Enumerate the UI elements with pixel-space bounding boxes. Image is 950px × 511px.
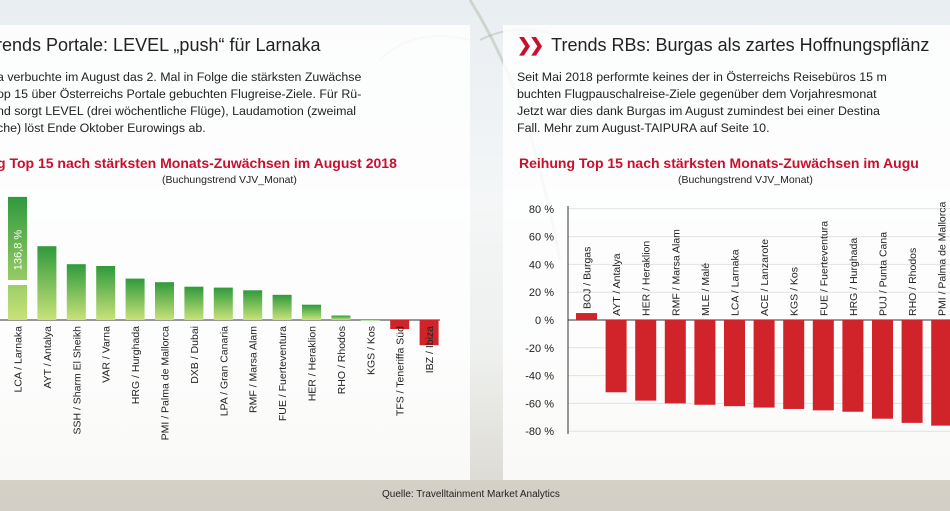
right-panel-body: Seit Mai 2018 performte keines der in Ös… xyxy=(517,69,950,137)
category-label: FUE / Fuerteventura xyxy=(277,326,289,421)
category-label: KGS / Kos xyxy=(789,267,801,316)
bar xyxy=(753,320,775,408)
category-label: IBZ / Ibiza xyxy=(424,326,436,373)
bar xyxy=(360,320,380,321)
category-label: PMI / Palma de Mallorca xyxy=(160,326,172,441)
right-panel-title-text: Trends RBs: Burgas als zartes Hoffnungsp… xyxy=(551,35,930,55)
left-body-line: che) löst Ende Oktober Eurowings ab. xyxy=(0,121,206,135)
right-chart-subtitle: (Buchungstrend VJV_Monat) xyxy=(678,174,813,186)
source-note: Quelle: Travelltainment Market Analytics xyxy=(382,489,560,500)
category-label: SSH / Sharm El Sheikh xyxy=(71,326,83,435)
left-chart-title: g Top 15 nach stärksten Monats-Zuwächsen… xyxy=(0,155,397,171)
category-label: RHO / Rhodos xyxy=(336,326,348,394)
category-label: AYT / Antalya xyxy=(42,326,54,389)
bar xyxy=(635,320,657,401)
category-label: VAR / Varna xyxy=(101,326,113,383)
right-chart-title: Reihung Top 15 nach stärksten Monats-Zuw… xyxy=(519,155,919,171)
y-tick-label: 80 % xyxy=(529,204,554,216)
bar xyxy=(8,196,27,320)
y-tick-label: 60 % xyxy=(529,232,554,244)
left-panel: rends Portale: LEVEL „push“ für Larnaka … xyxy=(0,25,470,480)
category-label: HRG / Hurghada xyxy=(848,238,860,316)
bar xyxy=(419,320,439,346)
y-tick-label: -80 % xyxy=(525,426,554,438)
left-panel-body: a verbuchte im August das 2. Mal in Folg… xyxy=(0,69,467,137)
bar xyxy=(783,320,805,409)
left-body-line: a verbuchte im August das 2. Mal in Folg… xyxy=(0,70,362,84)
category-label: FUE / Fuerteventura xyxy=(818,221,830,316)
bar xyxy=(931,320,950,426)
data-label: 136,8 % xyxy=(13,230,25,271)
category-label: RMF / Marsa Alam xyxy=(670,229,682,316)
bar xyxy=(213,287,233,320)
category-label: DXB / Dubai xyxy=(189,326,201,384)
bar xyxy=(901,320,923,423)
y-tick-label: -60 % xyxy=(525,398,554,410)
category-label: ACE / Lanzarote xyxy=(759,239,771,316)
right-body-line: buchten Flugpauschalreise-Ziele gegenübe… xyxy=(517,87,877,101)
bar xyxy=(576,313,597,320)
category-label: RMF / Marsa Alam xyxy=(248,326,260,413)
bar xyxy=(184,286,204,320)
category-label: LPA / Gran Canaria xyxy=(218,326,230,416)
category-label: PUJ / Punta Cana xyxy=(878,232,890,316)
y-tick-label: 20 % xyxy=(529,287,554,299)
left-body-line: op 15 über Österreichs Portale gebuchten… xyxy=(0,87,362,101)
bar xyxy=(66,264,86,320)
category-label: MLE / Malé xyxy=(700,263,712,316)
double-chevron-icon: ❯❯ xyxy=(517,35,544,55)
category-label: LCA / Larnaka xyxy=(13,326,25,393)
category-label: HRG / Hurghada xyxy=(130,326,142,404)
bar xyxy=(243,290,263,320)
category-label: BOJ / Burgas xyxy=(582,247,594,309)
bar xyxy=(842,320,864,412)
axis-break-mark xyxy=(7,280,28,285)
left-chart-subtitle: (Buchungstrend VJV_Monat) xyxy=(162,174,297,186)
category-label: KGS / Kos xyxy=(365,326,377,375)
bar xyxy=(331,315,351,320)
category-label: HER / Heraklion xyxy=(641,241,653,316)
bar xyxy=(724,320,745,407)
y-tick-label: 40 % xyxy=(529,259,554,271)
y-tick-label: -40 % xyxy=(525,371,554,383)
right-body-line: Fall. Mehr zum August-TAIPURA auf Seite … xyxy=(517,121,770,135)
right-body-line: Jetzt war dies dank Burgas im August zum… xyxy=(517,104,880,118)
category-label: TFS / Teneriffa Süd xyxy=(395,326,407,416)
bar xyxy=(125,278,145,320)
bar xyxy=(812,320,834,411)
bar xyxy=(155,282,174,320)
bar xyxy=(694,320,716,405)
bar xyxy=(872,320,893,419)
right-body-line: Seit Mai 2018 performte keines der in Ös… xyxy=(517,70,887,84)
y-tick-label: 0 % xyxy=(535,315,554,327)
right-panel-title: ❯❯ Trends RBs: Burgas als zartes Hoffnung… xyxy=(517,35,929,56)
y-tick-label: -20 % xyxy=(525,343,554,355)
category-label: AYT / Antalya xyxy=(611,253,623,316)
bar xyxy=(664,320,686,404)
category-label: HER / Heraklion xyxy=(307,326,319,401)
category-label: LCA / Larnaka xyxy=(730,249,742,316)
bar xyxy=(37,246,57,320)
category-label: PMI / Palma de Mallorca xyxy=(937,201,949,316)
bar xyxy=(605,320,627,393)
bar xyxy=(96,266,116,320)
bar xyxy=(390,320,410,329)
bar xyxy=(302,304,321,320)
left-body-line: nd sorgt LEVEL (drei wöchentliche Flüge)… xyxy=(0,104,357,118)
left-panel-title: rends Portale: LEVEL „push“ für Larnaka xyxy=(0,35,321,55)
category-label: RHO / Rhodos xyxy=(907,248,919,316)
bar xyxy=(272,294,292,320)
